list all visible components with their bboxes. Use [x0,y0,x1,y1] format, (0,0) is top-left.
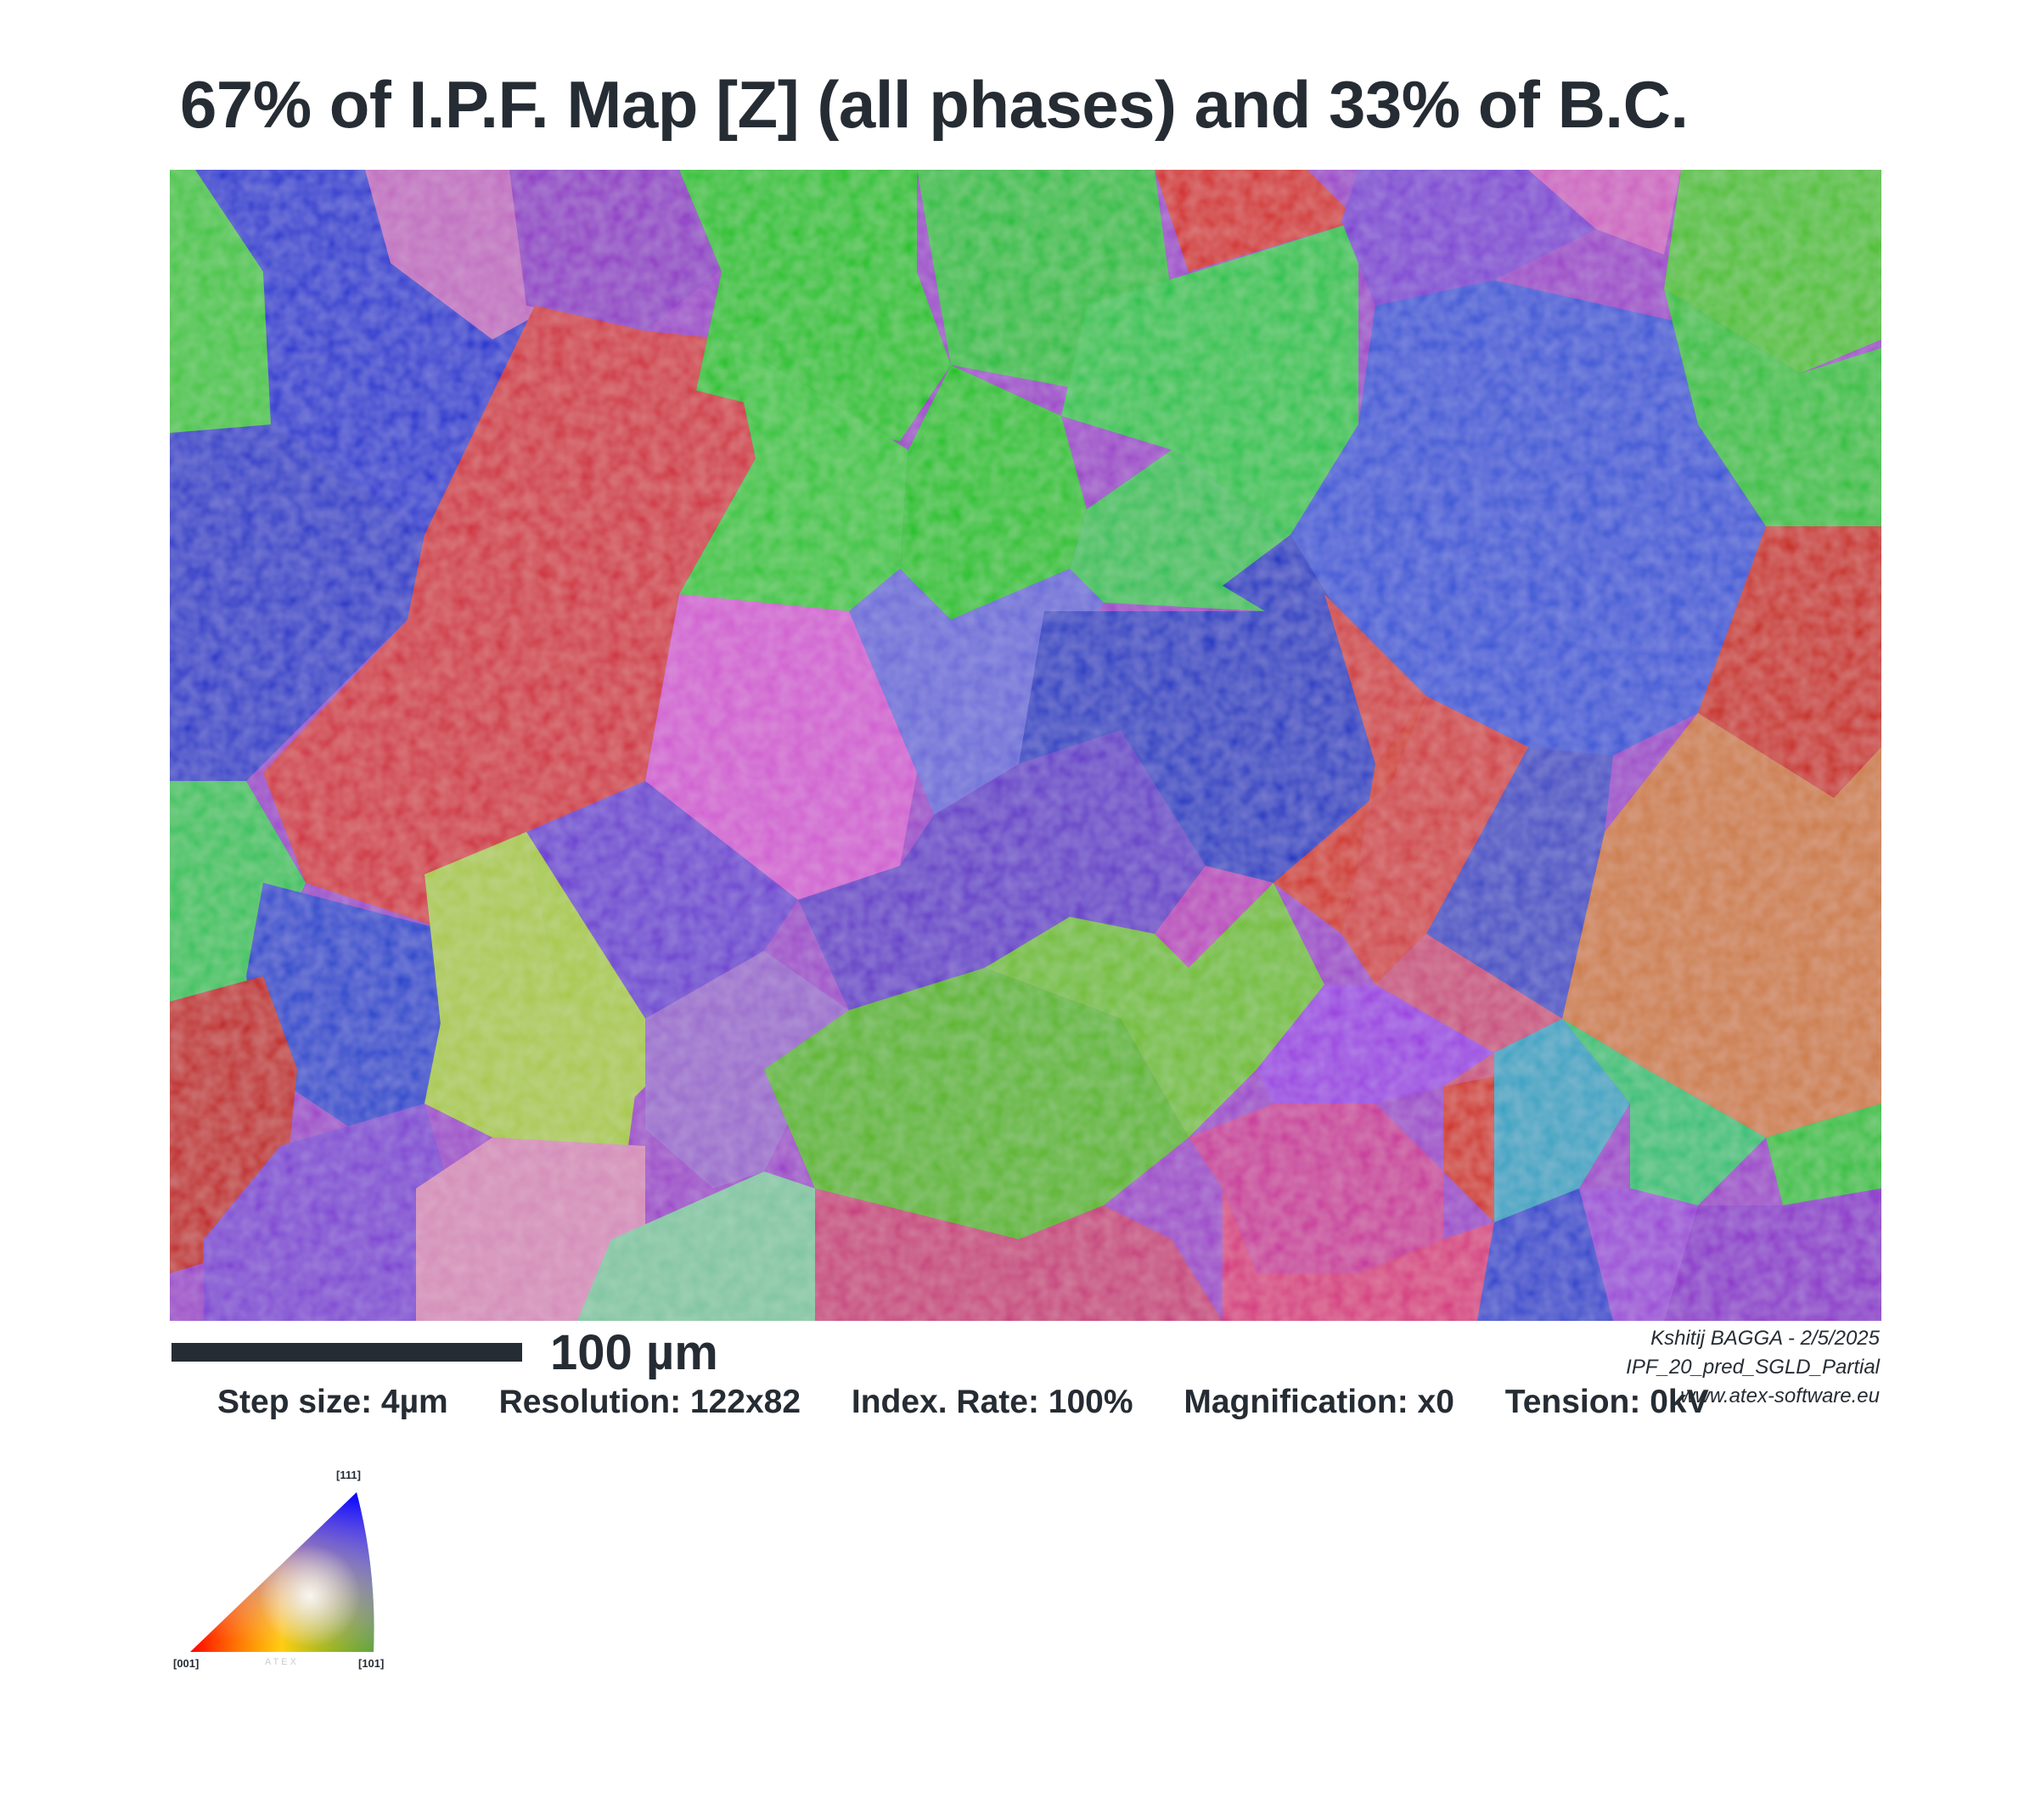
grain [1562,1019,1766,1205]
label-111: [111] [336,1469,361,1481]
grain-map-svg [170,170,1881,1321]
grain [204,1104,450,1321]
grain [1664,1188,1881,1321]
grain [1664,289,1881,526]
website: www.atex-software.eu [1680,1385,1880,1407]
grain [1494,1019,1630,1222]
grain [1155,170,1358,272]
grain [1019,611,1426,883]
grain [1766,1104,1881,1205]
grain [1274,696,1426,934]
grain [170,424,425,781]
grain [263,306,756,934]
credits-block: Kshitij BAGGA - 2/5/2025 IPF_20_pred_SGL… [1626,1324,1880,1411]
grain [985,866,1324,1138]
grain [1341,170,1596,306]
scale-bar-label: 100 µm [550,1325,718,1380]
grain [764,968,1189,1239]
scale-bar [171,1343,522,1362]
index-rate: Index. Rate: 100% [851,1384,1133,1420]
grain [577,1171,866,1321]
grain [1290,280,1766,756]
label-001: [001] [173,1657,200,1670]
grain [815,1188,1223,1321]
grain [1061,221,1358,535]
label-101: [101] [358,1657,385,1670]
ipf-orientation-map [170,170,1881,1321]
grain [679,340,908,628]
grain [645,951,849,1188]
grain [1189,1104,1443,1273]
grain [1579,1188,1698,1321]
triangle-white-center [190,1492,374,1652]
grain [425,832,645,1154]
author-date: Kshitij BAGGA - 2/5/2025 [1650,1327,1880,1350]
grain [246,883,458,1138]
grain-polygons [170,170,1881,1321]
grain [798,730,1206,1010]
grain [1324,594,1528,985]
grain [416,1138,645,1321]
magnification: Magnification: x0 [1184,1384,1454,1420]
grain [849,569,1104,815]
grain [645,594,917,900]
acquisition-stats: Step size: 4µm Resolution: 122x82 Index.… [217,1384,1751,1421]
grain [526,832,645,1019]
grain [900,365,1087,620]
ipf-color-key: [111] [001] [101] ATEX [170,1469,408,1672]
file-name: IPF_20_pred_SGLD_Partial [1626,1356,1880,1379]
grain [1562,713,1881,1138]
grain [1223,535,1358,645]
map-title: 67% of I.P.F. Map [Z] (all phases) and 3… [180,67,1689,142]
atex-watermark: ATEX [265,1657,299,1667]
grain [1698,526,1881,798]
resolution: Resolution: 122x82 [498,1384,801,1420]
grain [1223,1188,1494,1321]
ipf-triangle [190,1492,374,1652]
grain [1155,866,1274,968]
step-size: Step size: 4µm [217,1384,448,1420]
grain [509,170,730,331]
tension: Tension: 0kV [1504,1384,1709,1420]
grain [1528,170,1681,255]
